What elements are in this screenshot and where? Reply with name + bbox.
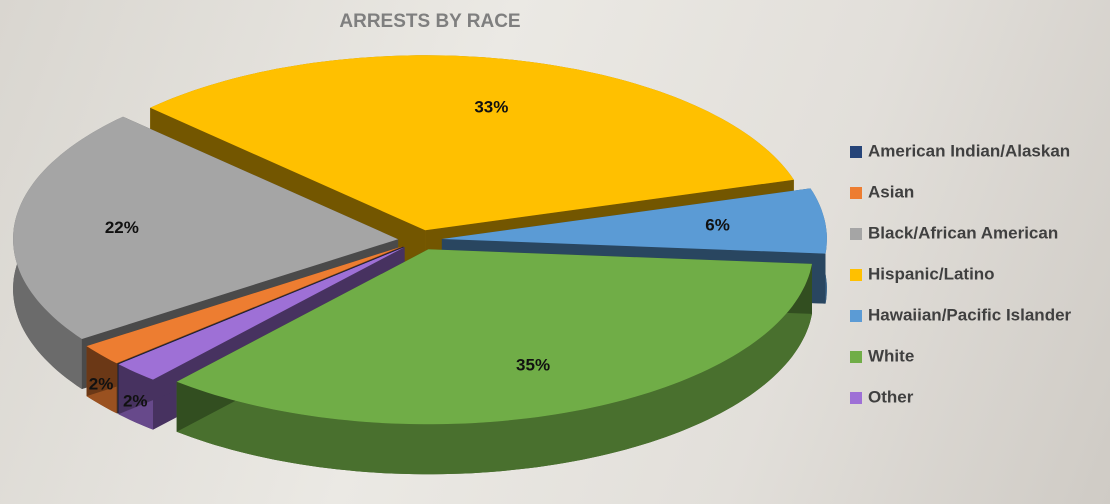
legend-label: Asian	[868, 182, 914, 201]
slice	[86, 246, 403, 364]
legend-swatch	[850, 187, 862, 199]
data-label: 33%	[474, 97, 508, 116]
legend-swatch	[850, 310, 862, 322]
data-label: 6%	[705, 215, 730, 234]
slice	[13, 116, 399, 339]
slice	[118, 247, 405, 380]
legend-label: White	[868, 346, 914, 365]
legend-swatch	[850, 269, 862, 281]
slice	[150, 55, 794, 231]
legend-swatch	[850, 351, 862, 363]
legend-swatch	[850, 146, 862, 158]
data-label: 35%	[516, 355, 550, 374]
data-label: 22%	[105, 218, 139, 237]
legend-label: Black/African American	[868, 223, 1058, 242]
legend-swatch	[850, 228, 862, 240]
slice-cut	[118, 247, 405, 415]
slice	[176, 249, 812, 425]
chart-title: ARRESTS BY RACE	[339, 11, 520, 32]
legend-label: American Indian/Alaskan	[868, 141, 1070, 160]
legend-label: Hispanic/Latino	[868, 264, 995, 283]
slice	[441, 188, 827, 254]
legend-label: Other	[868, 387, 914, 406]
data-label: 2%	[89, 374, 114, 393]
data-label: 2%	[123, 392, 148, 411]
legend-swatch	[850, 392, 862, 404]
legend-label: Hawaiian/Pacific Islander	[868, 305, 1072, 324]
slice-side	[176, 263, 812, 475]
